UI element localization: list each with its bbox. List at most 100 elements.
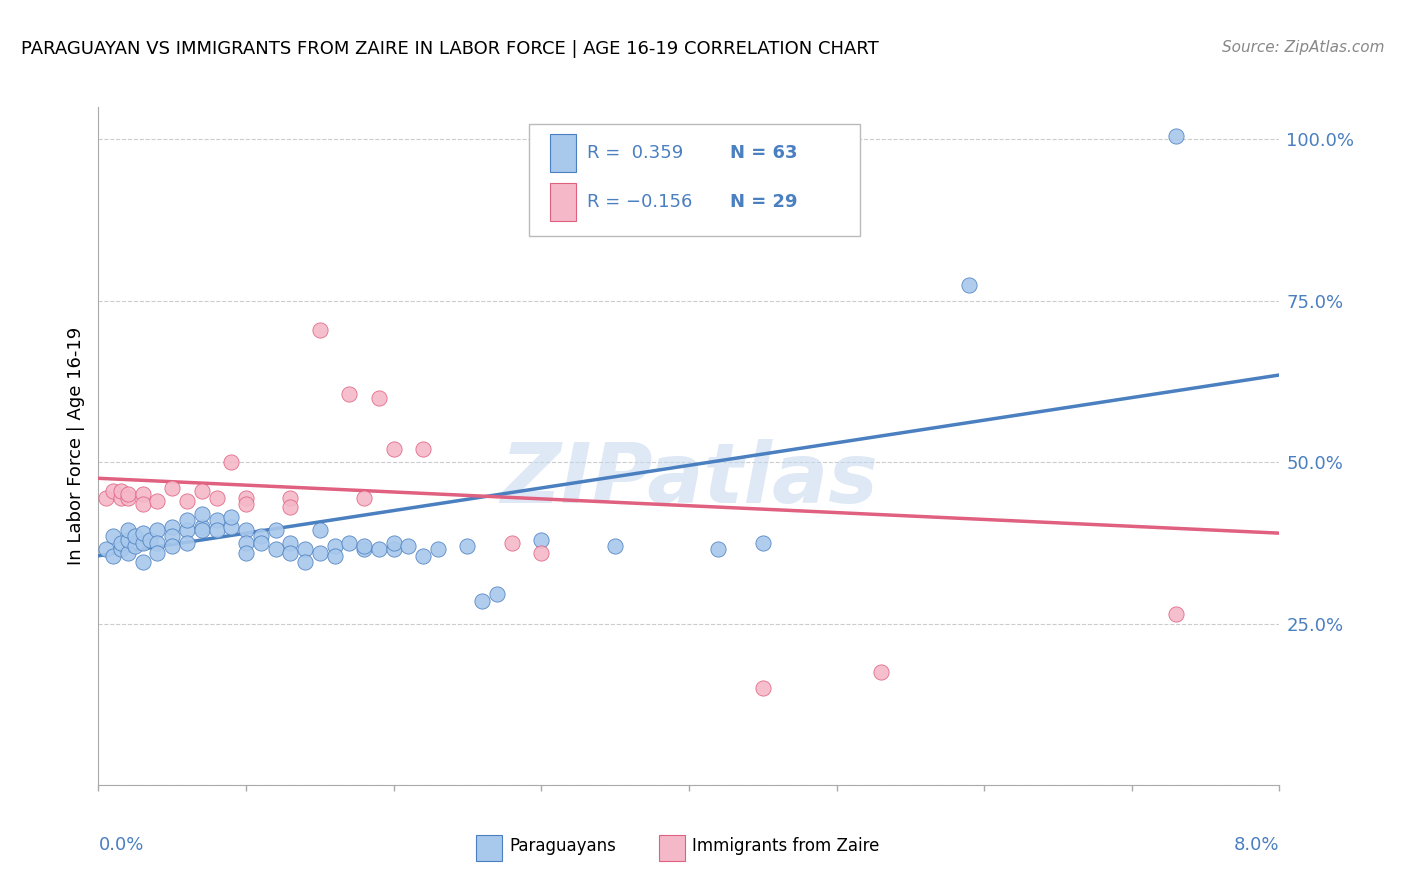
Point (501, 536, 523, 550)
Point (176, 494, 198, 508)
Point (1166, 607, 1188, 621)
Point (124, 539, 146, 553)
Point (412, 442, 434, 457)
Point (191, 507, 214, 521)
Point (752, 681, 775, 695)
Point (752, 536, 775, 550)
Point (146, 545, 169, 559)
Point (132, 497, 155, 511)
Point (124, 529, 146, 543)
Text: PARAGUAYAN VS IMMIGRANTS FROM ZAIRE IN LABOR FORCE | AGE 16-19 CORRELATION CHART: PARAGUAYAN VS IMMIGRANTS FROM ZAIRE IN L… (21, 40, 879, 58)
Point (205, 491, 228, 505)
Point (191, 523, 214, 537)
FancyBboxPatch shape (530, 124, 860, 235)
Point (280, 491, 302, 505)
Point (162, 519, 183, 533)
Point (221, 519, 243, 533)
Point (132, 555, 155, 569)
Point (117, 487, 139, 501)
Point (117, 491, 139, 505)
Point (353, 491, 375, 505)
Point (707, 542, 730, 557)
Point (309, 523, 332, 537)
Point (162, 529, 183, 543)
Point (294, 555, 316, 569)
Text: Immigrants from Zaire: Immigrants from Zaire (693, 837, 880, 855)
Text: N = 63: N = 63 (730, 145, 797, 162)
Point (309, 545, 332, 559)
Point (235, 491, 257, 505)
Point (323, 539, 346, 553)
Point (605, 539, 627, 553)
Point (94, 542, 117, 557)
Point (117, 533, 139, 547)
Point (294, 542, 316, 557)
Point (382, 536, 405, 550)
Point (235, 536, 257, 550)
Point (264, 542, 287, 557)
Point (176, 536, 198, 550)
Point (146, 494, 169, 508)
Point (191, 519, 214, 533)
Point (205, 513, 228, 527)
Point (457, 539, 479, 553)
Point (103, 484, 125, 499)
Point (530, 533, 553, 547)
Point (353, 539, 375, 553)
Point (486, 587, 509, 601)
Point (412, 549, 434, 563)
Point (1166, 129, 1188, 144)
Point (117, 545, 139, 559)
Text: 0.0%: 0.0% (98, 836, 143, 854)
Point (235, 545, 257, 559)
Point (132, 526, 155, 541)
Y-axis label: In Labor Force | Age 16-19: In Labor Force | Age 16-19 (67, 326, 86, 566)
Point (398, 539, 420, 553)
Bar (659, 835, 685, 861)
Point (959, 277, 981, 292)
Point (264, 523, 287, 537)
Point (103, 549, 125, 563)
Point (132, 487, 155, 501)
Text: R =  0.359: R = 0.359 (588, 145, 683, 162)
Point (235, 497, 257, 511)
Bar (550, 135, 575, 172)
Point (870, 665, 893, 679)
Point (280, 536, 302, 550)
Point (280, 500, 302, 515)
Point (176, 523, 198, 537)
Point (117, 523, 139, 537)
Point (530, 545, 553, 559)
Point (146, 536, 169, 550)
Point (205, 523, 228, 537)
Text: R = −0.156: R = −0.156 (588, 193, 693, 211)
Text: ZIPatlas: ZIPatlas (501, 440, 877, 520)
Point (368, 391, 391, 405)
Point (110, 484, 132, 499)
Point (94, 491, 117, 505)
Text: N = 29: N = 29 (730, 193, 797, 211)
Point (103, 529, 125, 543)
Point (368, 542, 391, 557)
Point (176, 513, 198, 527)
Point (110, 491, 132, 505)
Point (191, 484, 214, 499)
Point (323, 549, 346, 563)
Point (339, 387, 361, 401)
Point (235, 523, 257, 537)
Point (162, 539, 183, 553)
Point (221, 455, 243, 469)
Point (382, 542, 405, 557)
Point (132, 536, 155, 550)
Point (309, 323, 332, 337)
Point (139, 533, 162, 547)
Bar (477, 835, 502, 861)
Point (250, 536, 273, 550)
Point (280, 545, 302, 559)
Point (427, 542, 450, 557)
Point (162, 481, 183, 495)
Point (353, 542, 375, 557)
Text: Source: ZipAtlas.com: Source: ZipAtlas.com (1222, 40, 1385, 55)
Point (221, 510, 243, 524)
Point (382, 442, 405, 457)
